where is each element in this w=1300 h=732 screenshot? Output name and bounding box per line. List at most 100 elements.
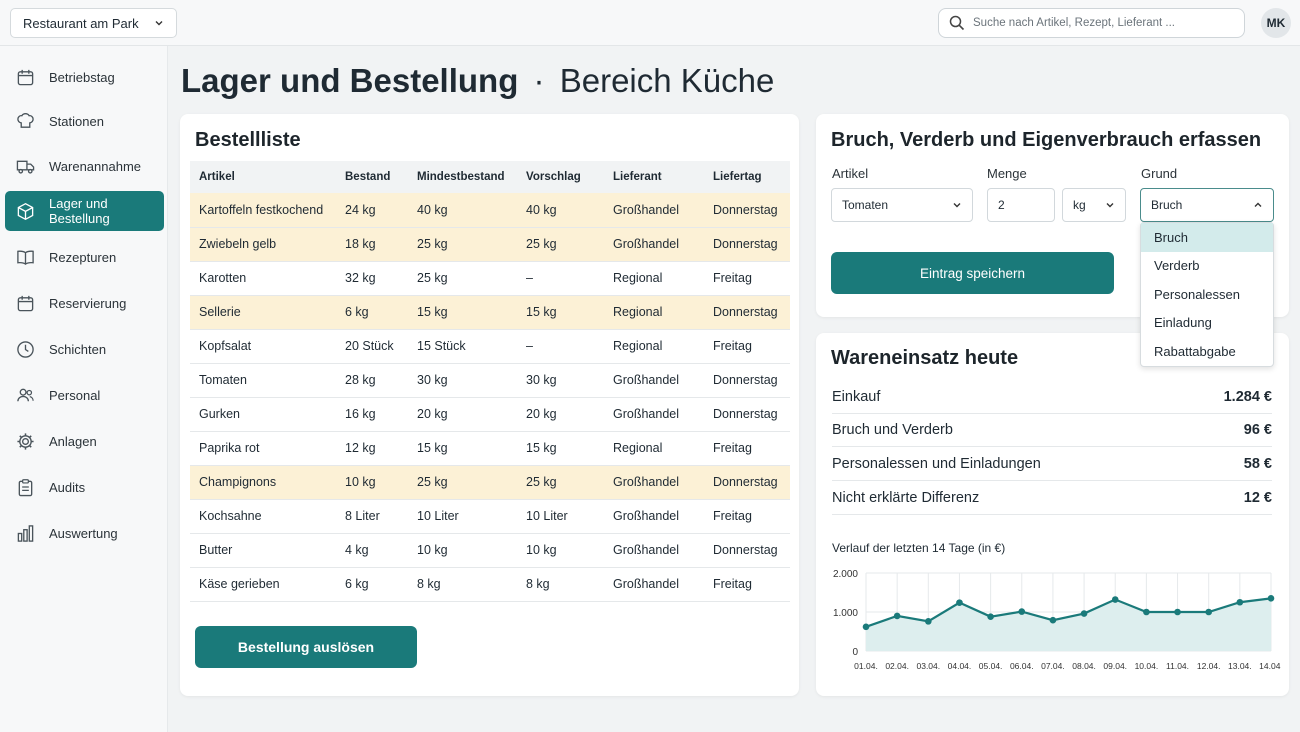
table-cell: 15 kg <box>408 431 517 466</box>
table-row[interactable]: Gurken 16 kg 20 kg 20 kg Großhandel Donnersta… <box>190 397 790 432</box>
reason-select[interactable]: Bruch <box>1140 188 1274 222</box>
table-cell: 15 kg <box>517 295 604 330</box>
sidebar-item-anlagen[interactable]: Anlagen <box>5 421 164 461</box>
sidebar-item-betriebstag[interactable]: Betriebstag <box>5 57 164 97</box>
table-row[interactable]: Tomaten 28 kg 30 kg 30 kg Großhandel Donnerst… <box>190 363 790 398</box>
x-tick-label: 13.04. <box>1228 661 1252 671</box>
reason-dropdown: Bruch Verderb Personalessen Einladung Ra… <box>1140 222 1274 367</box>
cost-value: 1.284 € <box>1223 389 1272 405</box>
table-cell: Kartoffeln festkochend <box>190 193 336 228</box>
column-header[interactable]: Mindestbestand <box>408 161 517 193</box>
search-input[interactable] <box>973 17 1233 29</box>
restaurant-select-label: Restaurant am Park <box>23 15 139 31</box>
data-point <box>862 623 870 631</box>
x-tick-label: 14.04. <box>1259 661 1281 671</box>
table-row[interactable]: Sellerie 6 kg 15 kg 15 kg Regional Donnerstag <box>190 295 790 330</box>
table-row[interactable]: Kochsahne 8 Liter 10 Liter 10 Liter Großhand… <box>190 499 790 534</box>
sidebar-item-auswertung[interactable]: Auswertung <box>5 513 164 553</box>
sidebar-item-rezepturen[interactable]: Rezepturen <box>5 237 164 277</box>
table-cell: Donnerstag <box>704 363 790 398</box>
sidebar-item-lager-und-bestellung[interactable]: Lager und Bestellung <box>5 191 164 231</box>
search-box[interactable] <box>938 8 1245 38</box>
table-row[interactable]: Champignons 10 kg 25 kg 25 kg Großhandel Donn… <box>190 465 790 500</box>
table-cell: 20 kg <box>408 397 517 432</box>
column-header[interactable]: Artikel <box>190 161 336 193</box>
reason-option[interactable]: Verderb <box>1154 258 1200 274</box>
table-cell: Großhandel <box>604 533 704 568</box>
data-point <box>925 618 932 625</box>
column-header[interactable]: Liefertag <box>704 161 790 193</box>
table-cell: Donnerstag <box>704 397 790 432</box>
people-icon <box>17 388 34 401</box>
table-row[interactable]: Karotten 32 kg 25 kg – Regional Freitag <box>190 261 790 296</box>
sidebar-item-warenannahme[interactable]: Warenannahme <box>5 146 164 186</box>
save-entry-button[interactable]: Eintrag speichern <box>831 252 1114 294</box>
table-cell: 10 kg <box>517 533 604 568</box>
table-cell: Regional <box>604 431 704 466</box>
reason-option[interactable]: Bruch <box>1141 223 1273 252</box>
cost-label: Einkauf <box>832 389 881 405</box>
table-row[interactable]: Kartoffeln festkochend 24 kg 40 kg 40 kg Gro… <box>190 193 790 228</box>
table-cell: 10 Liter <box>517 499 604 534</box>
table-cell: 6 kg <box>336 567 408 602</box>
table-cell: Freitag <box>704 329 790 364</box>
table-row[interactable]: Kopfsalat 20 Stück 15 Stück – Regional Freita… <box>190 329 790 364</box>
book-icon <box>17 250 34 265</box>
table-cell: 15 Stück <box>408 329 517 364</box>
x-tick-label: 03.04. <box>916 661 940 671</box>
table-cell: 25 kg <box>408 261 517 296</box>
reason-option[interactable]: Einladung <box>1154 315 1212 331</box>
article-select[interactable]: Tomaten <box>831 188 973 222</box>
sidebar-item-label: Schichten <box>49 341 107 357</box>
data-point <box>1143 608 1150 616</box>
table-cell: Freitag <box>704 499 790 534</box>
table-cell: 20 Stück <box>336 329 408 364</box>
order-list-title: Bestellliste <box>195 129 301 151</box>
chevron-up-icon <box>1254 202 1262 207</box>
column-header[interactable]: Bestand <box>336 161 408 193</box>
submit-order-button[interactable]: Bestellung auslösen <box>195 626 417 668</box>
x-tick-label: 11.04. <box>1166 661 1189 671</box>
avatar[interactable]: MK <box>1261 8 1291 38</box>
cost-value: 58 € <box>1243 456 1272 472</box>
sidebar-item-stationen[interactable]: Stationen <box>5 101 164 141</box>
table-cell: 25 kg <box>517 227 604 262</box>
table-cell: Karotten <box>190 261 336 296</box>
table-header-row: Artikel Bestand Mindestbestand Vorschlag… <box>190 161 790 193</box>
table-cell: Freitag <box>704 261 790 296</box>
table-cell: 16 kg <box>336 397 408 432</box>
table-cell: Großhandel <box>604 465 704 500</box>
table-cell: 25 kg <box>408 465 517 500</box>
quantity-field[interactable]: 2 <box>987 188 1055 222</box>
column-header[interactable]: Lieferant <box>604 161 704 193</box>
data-point <box>1080 610 1088 617</box>
table-row[interactable]: Paprika rot 12 kg 15 kg 15 kg Regional Freita… <box>190 431 790 466</box>
sidebar-item-reservierung[interactable]: Reservierung <box>5 283 164 323</box>
costs-card: Wareneinsatz heute Einkauf 1.284 € Bruch … <box>816 333 1289 696</box>
cost-label: Personalessen und Einladungen <box>832 456 1041 472</box>
column-header[interactable]: Vorschlag <box>517 161 604 193</box>
sidebar-item-personal[interactable]: Personal <box>5 375 164 415</box>
clock-icon <box>17 340 34 358</box>
sidebar-item-audits[interactable]: Audits <box>5 467 164 507</box>
unit-select[interactable]: kg <box>1062 188 1126 222</box>
table-row[interactable]: Zwiebeln gelb 18 kg 25 kg 25 kg Großhandel Do… <box>190 227 790 262</box>
reason-option[interactable]: Personalessen <box>1154 286 1240 302</box>
table-cell: 10 kg <box>408 533 517 568</box>
table-cell: 28 kg <box>336 363 408 398</box>
calendar-icon <box>17 295 34 311</box>
table-cell: Freitag <box>704 431 790 466</box>
sidebar-item-schichten[interactable]: Schichten <box>5 329 164 369</box>
table-cell: 30 kg <box>517 363 604 398</box>
y-tick-label: 2.000 <box>833 569 858 580</box>
data-point <box>1018 608 1026 615</box>
data-point <box>1267 595 1275 602</box>
restaurant-select[interactable]: Restaurant am Park <box>10 8 177 38</box>
table-row[interactable]: Käse gerieben 6 kg 8 kg 8 kg Großhandel Freit… <box>190 567 790 602</box>
data-point <box>1205 608 1212 616</box>
sidebar-item-label: Rezepturen <box>49 249 117 265</box>
table-row[interactable]: Butter 4 kg 10 kg 10 kg Großhandel Donnerstag <box>190 533 790 568</box>
reason-option[interactable]: Rabattabgabe <box>1154 343 1236 359</box>
sidebar-item-label: Personal <box>49 387 101 403</box>
truck-icon <box>16 160 35 174</box>
